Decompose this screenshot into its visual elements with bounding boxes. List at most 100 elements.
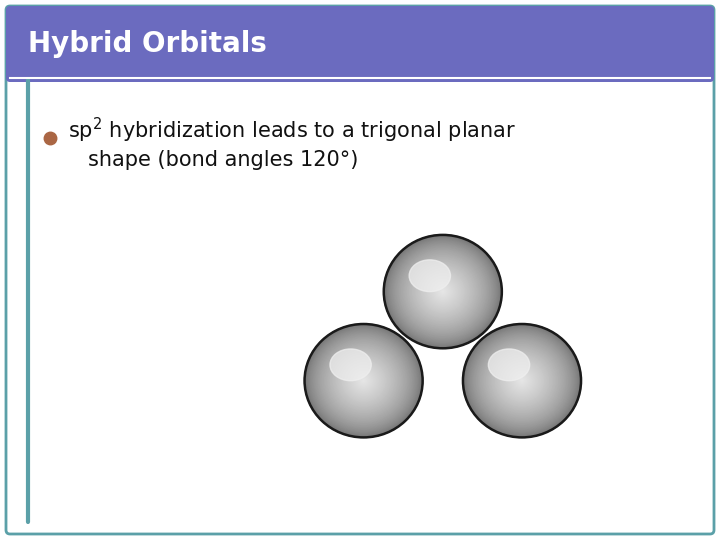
Ellipse shape: [332, 350, 395, 411]
Ellipse shape: [353, 370, 374, 392]
Ellipse shape: [473, 334, 571, 428]
Ellipse shape: [485, 345, 559, 416]
Ellipse shape: [403, 253, 482, 330]
Ellipse shape: [347, 365, 380, 396]
Ellipse shape: [510, 369, 534, 392]
Ellipse shape: [305, 324, 423, 437]
Ellipse shape: [427, 276, 459, 307]
Ellipse shape: [320, 339, 407, 422]
Ellipse shape: [387, 239, 498, 345]
Ellipse shape: [329, 347, 398, 414]
Ellipse shape: [307, 326, 420, 435]
Ellipse shape: [518, 377, 526, 384]
Ellipse shape: [481, 341, 563, 420]
Bar: [10, 44, 710, 78]
Ellipse shape: [477, 338, 567, 424]
Ellipse shape: [417, 267, 469, 316]
Ellipse shape: [318, 337, 410, 424]
Ellipse shape: [504, 364, 540, 397]
Ellipse shape: [331, 349, 396, 412]
Ellipse shape: [421, 271, 464, 312]
FancyBboxPatch shape: [6, 6, 714, 82]
Ellipse shape: [354, 371, 374, 390]
Ellipse shape: [351, 368, 377, 394]
Ellipse shape: [464, 325, 580, 437]
Ellipse shape: [470, 331, 574, 430]
Ellipse shape: [333, 351, 395, 410]
Ellipse shape: [399, 249, 487, 334]
Ellipse shape: [360, 377, 367, 384]
Ellipse shape: [439, 288, 446, 295]
Ellipse shape: [436, 285, 450, 299]
Ellipse shape: [520, 379, 524, 383]
Ellipse shape: [325, 344, 402, 417]
Ellipse shape: [408, 258, 477, 325]
Ellipse shape: [416, 266, 469, 317]
Ellipse shape: [336, 354, 392, 408]
Ellipse shape: [339, 357, 388, 404]
Ellipse shape: [495, 354, 549, 407]
Ellipse shape: [521, 379, 523, 382]
Ellipse shape: [480, 340, 564, 421]
Ellipse shape: [311, 330, 416, 431]
Ellipse shape: [509, 368, 535, 394]
Ellipse shape: [344, 362, 383, 399]
Ellipse shape: [468, 329, 576, 433]
Ellipse shape: [422, 272, 464, 312]
Ellipse shape: [437, 286, 449, 297]
Ellipse shape: [316, 335, 411, 426]
Ellipse shape: [465, 326, 579, 435]
Ellipse shape: [516, 375, 528, 387]
Ellipse shape: [510, 369, 534, 393]
Ellipse shape: [313, 333, 414, 429]
Ellipse shape: [430, 279, 456, 305]
Ellipse shape: [317, 336, 410, 426]
Ellipse shape: [405, 255, 480, 328]
Ellipse shape: [413, 262, 473, 321]
Ellipse shape: [308, 328, 419, 434]
Ellipse shape: [467, 328, 577, 433]
Ellipse shape: [505, 364, 539, 397]
Ellipse shape: [494, 354, 550, 408]
Ellipse shape: [517, 376, 527, 386]
Ellipse shape: [330, 348, 397, 413]
Ellipse shape: [426, 275, 460, 308]
Ellipse shape: [496, 356, 548, 406]
Ellipse shape: [335, 353, 392, 408]
Ellipse shape: [349, 367, 379, 395]
Ellipse shape: [395, 246, 491, 338]
Ellipse shape: [503, 363, 541, 399]
Ellipse shape: [505, 365, 539, 396]
Ellipse shape: [359, 376, 369, 386]
Ellipse shape: [415, 265, 471, 319]
Ellipse shape: [484, 344, 560, 417]
Ellipse shape: [508, 367, 536, 394]
Ellipse shape: [408, 258, 478, 326]
Ellipse shape: [392, 242, 494, 341]
Ellipse shape: [400, 251, 485, 333]
Ellipse shape: [480, 340, 564, 422]
Ellipse shape: [346, 364, 382, 397]
Ellipse shape: [435, 284, 451, 299]
Ellipse shape: [503, 362, 541, 399]
Ellipse shape: [502, 362, 542, 400]
Ellipse shape: [518, 376, 526, 385]
Ellipse shape: [469, 329, 575, 432]
Ellipse shape: [361, 379, 366, 383]
Ellipse shape: [482, 342, 562, 420]
Ellipse shape: [306, 326, 421, 436]
Ellipse shape: [326, 345, 401, 417]
Ellipse shape: [346, 364, 381, 397]
Ellipse shape: [362, 379, 365, 382]
Ellipse shape: [424, 274, 462, 309]
Ellipse shape: [412, 262, 474, 321]
Text: sp$^2$ hybridization leads to a trigonal planar: sp$^2$ hybridization leads to a trigonal…: [68, 116, 516, 145]
Ellipse shape: [404, 254, 482, 329]
Ellipse shape: [392, 244, 493, 340]
Ellipse shape: [497, 356, 547, 405]
Ellipse shape: [482, 342, 562, 419]
Ellipse shape: [328, 346, 400, 415]
Ellipse shape: [356, 374, 371, 388]
Ellipse shape: [330, 349, 397, 413]
Ellipse shape: [338, 356, 389, 405]
